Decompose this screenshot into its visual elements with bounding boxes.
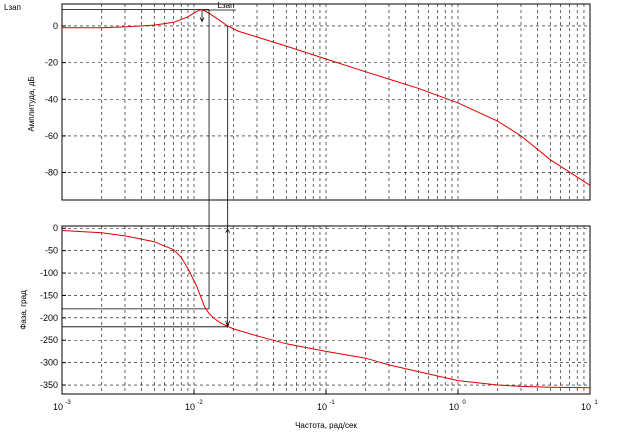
y-tick-label: -350 (40, 380, 58, 390)
x-tick-exponent: 0 (462, 400, 466, 406)
x-tick-label: 10 (53, 402, 63, 412)
y-tick-label: 0 (53, 223, 58, 233)
magnitude-y-axis-label: Амплитуда, дБ (27, 76, 36, 131)
magnitude-series-line (62, 8, 591, 186)
peak-arrow-head (199, 17, 205, 23)
y-tick-label: 0 (53, 21, 58, 31)
phase-y-axis-label: Фаза, град (19, 290, 28, 330)
phase-grid (62, 226, 590, 394)
phase-panel: 0-50-100-150-200-250-300-350 10 -3 10 -2 10-… (19, 223, 598, 430)
x-tick-exponent: 1 (594, 400, 598, 406)
phase-annotation-lines (62, 228, 231, 329)
y-tick-label: -250 (40, 335, 58, 345)
phase-y-ticks: 0 -50 -100 -150 -200 -250 -300 -350 (40, 223, 66, 390)
magnitude-y-ticks: 0 -20 -40 -60 -80 (45, 21, 66, 178)
corner-label: Lзап (4, 3, 21, 12)
magnitude-grid (62, 4, 590, 200)
x-tick-label: 10 (317, 402, 327, 412)
y-tick-label: -100 (40, 268, 58, 278)
y-tick-label: -300 (40, 358, 58, 368)
x-axis-label: Частота, рад/сек (295, 421, 357, 430)
x-tick-label: 10 (581, 402, 591, 412)
magnitude-panel: 0 -20 -40 -60 -80 Амплитуда, дБ Lзап (27, 1, 591, 201)
magnitude-annotation-lines (62, 9, 236, 23)
y-tick-label: -50 (45, 246, 58, 256)
y-tick-label: -150 (40, 290, 58, 300)
y-tick-label: -60 (45, 131, 58, 141)
x-tick-exponent: -3 (65, 400, 71, 406)
y-tick-label: -200 (40, 313, 58, 323)
x-tick-label: 10 (449, 402, 459, 412)
x-tick-exponent: -1 (329, 400, 335, 406)
y-tick-label: -80 (45, 168, 58, 178)
x-tick-exponent: -2 (197, 400, 203, 406)
y-tick-label: -40 (45, 94, 58, 104)
x-tick-label: 10 (185, 402, 195, 412)
magnitude-axes-frame (61, 3, 591, 201)
lzap-annotation-label: Lзап (218, 1, 235, 10)
margin-connector-lines (208, 9, 229, 327)
phase-x-ticks: 10 -3 10 -2 10 -1 10 0 10 1 (53, 390, 598, 412)
y-tick-label: -20 (45, 58, 58, 68)
